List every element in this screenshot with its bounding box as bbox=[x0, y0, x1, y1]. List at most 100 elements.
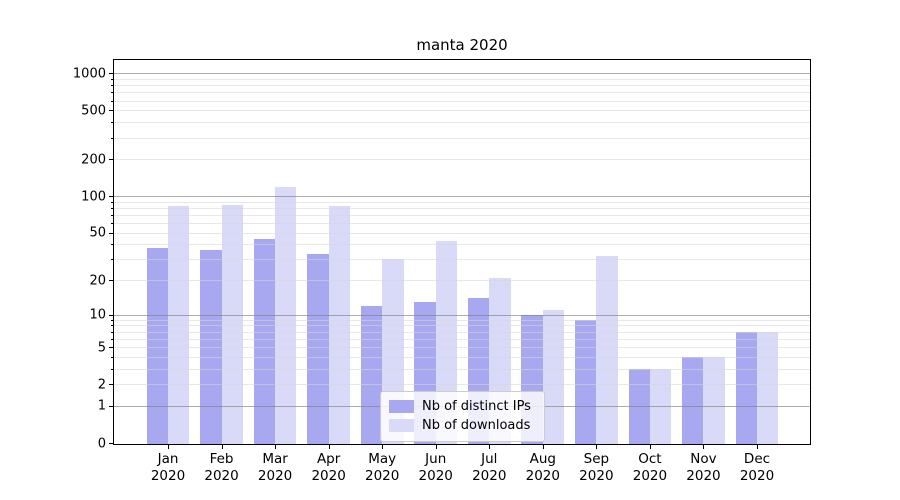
ytick-label-0: 0 bbox=[97, 436, 106, 451]
gridline-minor-60 bbox=[113, 223, 810, 225]
legend-swatch-distinct-ips bbox=[389, 400, 414, 413]
legend-swatch-downloads bbox=[389, 419, 414, 432]
gridline-minor-2 bbox=[113, 384, 810, 386]
bar-nb-of-distinct-ips-nov bbox=[682, 356, 704, 444]
gridline-minor-30 bbox=[113, 259, 810, 261]
xtick-jun bbox=[435, 445, 437, 449]
ytick-minor-70 bbox=[111, 214, 113, 216]
ytick-1000 bbox=[109, 73, 113, 75]
gridline-minor-7 bbox=[113, 331, 810, 333]
xtick-may bbox=[382, 445, 384, 449]
xtick-feb bbox=[221, 445, 223, 449]
plot-area: Nb of distinct IPs Nb of downloads 0 1 2 5 1… bbox=[73, 59, 811, 484]
axis-spine-left bbox=[113, 59, 114, 445]
xtick-label-dec: Dec 2020 bbox=[739, 451, 775, 484]
ytick-minor-700 bbox=[111, 92, 113, 94]
ytick-minor-6 bbox=[111, 338, 113, 340]
bar-nb-of-distinct-ips-dec bbox=[735, 331, 757, 444]
ytick-2 bbox=[109, 384, 113, 386]
gridline-minor-90 bbox=[113, 201, 810, 203]
xtick-label-nov: Nov 2020 bbox=[686, 451, 721, 484]
ytick-200 bbox=[109, 159, 113, 161]
xtick-label-oct: Oct 2020 bbox=[632, 451, 668, 484]
gridline-minor-40 bbox=[113, 244, 810, 246]
ytick-1 bbox=[109, 405, 113, 407]
bar-nb-of-distinct-ips-may bbox=[360, 305, 383, 444]
gridline-minor-800 bbox=[113, 85, 810, 87]
xtick-label-sep: Sep 2020 bbox=[579, 451, 614, 484]
ytick-0 bbox=[109, 443, 113, 444]
ytick-minor-400 bbox=[111, 122, 113, 124]
gridline-minor-50 bbox=[113, 232, 810, 234]
gridline-minor-400 bbox=[113, 122, 810, 124]
bar-nb-of-distinct-ips-mar bbox=[253, 239, 276, 444]
ytick-minor-7 bbox=[111, 331, 113, 333]
gridline-major-100 bbox=[113, 196, 810, 198]
bar-nb-of-distinct-ips-apr bbox=[307, 254, 329, 444]
gridline-major-10 bbox=[113, 314, 810, 316]
xtick-label-apr: Apr 2020 bbox=[311, 451, 346, 484]
xtick-label-may: May 2020 bbox=[364, 451, 400, 484]
gridline-minor-300 bbox=[113, 137, 810, 139]
ytick-minor-80 bbox=[111, 207, 113, 209]
ytick-label-100: 100 bbox=[81, 189, 106, 205]
ytick-label-10: 10 bbox=[89, 307, 106, 323]
gridline-minor-80 bbox=[113, 207, 810, 209]
xtick-label-feb: Feb 2020 bbox=[204, 451, 239, 484]
bar-nb-of-downloads-feb bbox=[221, 204, 243, 444]
gridline-minor-500 bbox=[113, 110, 810, 112]
ytick-minor-9 bbox=[111, 319, 113, 321]
bar-nb-of-downloads-nov bbox=[703, 356, 725, 444]
xtick-label-jul: Jul 2020 bbox=[472, 451, 507, 484]
xtick-label-jan: Jan 2020 bbox=[150, 451, 186, 484]
legend: Nb of distinct IPs Nb of downloads bbox=[380, 391, 545, 442]
gridline-minor-900 bbox=[113, 78, 810, 80]
axis-spine-top bbox=[113, 59, 811, 60]
gridline-minor-600 bbox=[113, 100, 810, 102]
ytick-minor-900 bbox=[111, 78, 113, 80]
ytick-label-200: 200 bbox=[81, 152, 106, 168]
ytick-minor-4 bbox=[111, 356, 113, 358]
ytick-50 bbox=[109, 232, 113, 234]
bar-nb-of-distinct-ips-sep bbox=[574, 319, 597, 444]
bar-nb-of-downloads-sep bbox=[596, 255, 618, 444]
ytick-minor-800 bbox=[111, 85, 113, 87]
chart-title: manta 2020 bbox=[416, 36, 508, 54]
ytick-minor-8 bbox=[111, 325, 113, 327]
legend-label-distinct-ips: Nb of distinct IPs bbox=[422, 399, 531, 414]
xtick-aug bbox=[542, 445, 544, 449]
gridline-minor-200 bbox=[113, 159, 810, 161]
xtick-label-jun: Jun 2020 bbox=[418, 451, 453, 484]
legend-entry-distinct-ips: Nb of distinct IPs bbox=[389, 397, 536, 416]
axis-spine-bottom bbox=[113, 444, 811, 445]
ytick-10 bbox=[109, 314, 113, 316]
bar-nb-of-distinct-ips-feb bbox=[200, 249, 222, 444]
xtick-mar bbox=[275, 445, 277, 449]
xtick-jan bbox=[168, 445, 169, 449]
gridline-minor-5 bbox=[113, 347, 810, 349]
ytick-100 bbox=[109, 196, 113, 198]
xtick-nov bbox=[703, 445, 705, 449]
gridline-major-1000 bbox=[113, 73, 810, 75]
gridline-minor-6 bbox=[113, 338, 810, 340]
gridline-minor-700 bbox=[113, 92, 810, 94]
ytick-minor-300 bbox=[111, 137, 113, 139]
ytick-500 bbox=[109, 110, 113, 112]
ytick-minor-40 bbox=[111, 244, 113, 246]
ytick-minor-3 bbox=[111, 368, 113, 370]
ytick-minor-60 bbox=[111, 223, 113, 225]
xtick-sep bbox=[596, 445, 598, 449]
gridline-minor-4 bbox=[113, 356, 810, 358]
ytick-20 bbox=[109, 280, 113, 282]
xtick-apr bbox=[328, 445, 330, 449]
legend-entry-downloads: Nb of downloads bbox=[389, 416, 536, 435]
ytick-label-1000: 1000 bbox=[72, 66, 106, 82]
axis-spine-right bbox=[810, 59, 811, 445]
ytick-minor-600 bbox=[111, 100, 113, 102]
ytick-label-5: 5 bbox=[97, 340, 106, 356]
ytick-5 bbox=[109, 347, 113, 349]
gridline-minor-20 bbox=[113, 280, 810, 282]
bar-nb-of-downloads-dec bbox=[757, 331, 779, 444]
gridline-minor-9 bbox=[113, 319, 810, 321]
